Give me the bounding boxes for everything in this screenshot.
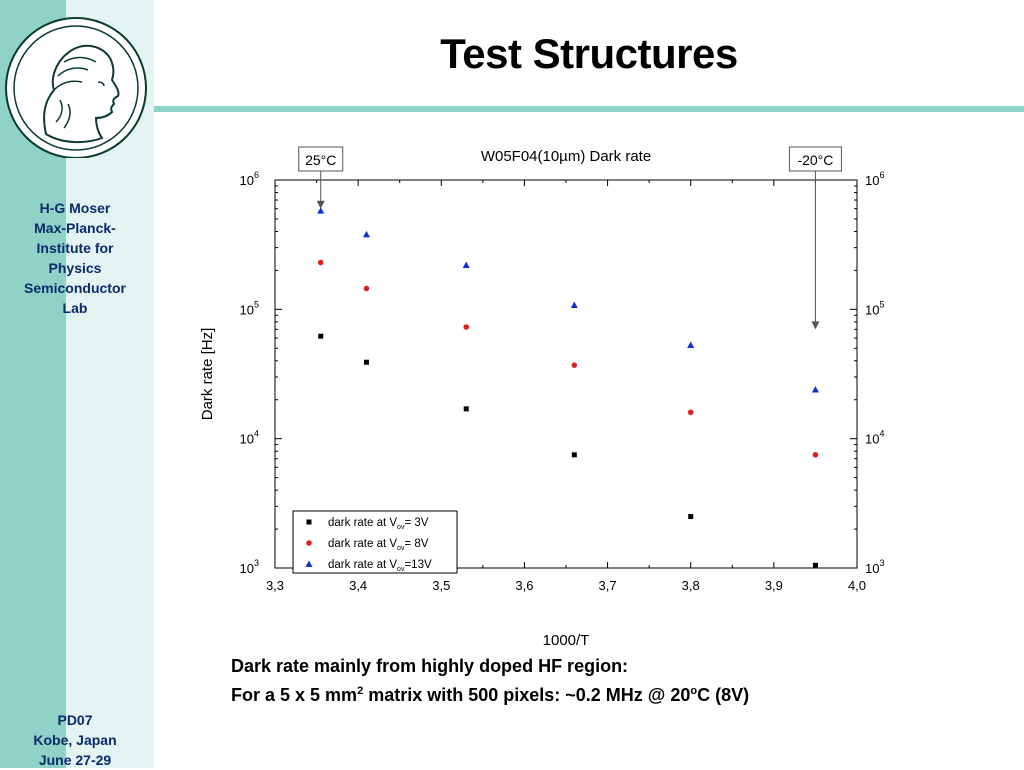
caption-superscript: 2 — [357, 685, 364, 697]
sidebar-line: Physics — [48, 260, 102, 276]
x-tick-label: 3,9 — [765, 578, 783, 593]
data-point-triangle — [462, 261, 470, 269]
data-point-square — [463, 406, 469, 412]
x-tick-label: 4,0 — [848, 578, 866, 593]
sidebar-line: Kobe, Japan — [33, 732, 117, 748]
y-tick-label: 104 — [240, 429, 259, 447]
x-tick-label: 3,6 — [515, 578, 533, 593]
x-tick-label: 3,4 — [349, 578, 367, 593]
data-point-triangle — [570, 301, 578, 309]
legend-marker — [305, 560, 313, 567]
data-point-square — [571, 452, 577, 458]
sidebar-line: Lab — [62, 300, 88, 316]
data-point-square — [688, 514, 694, 520]
caption-line-1: Dark rate mainly from highly doped HF re… — [231, 656, 629, 676]
x-tick-label: 3,7 — [599, 578, 617, 593]
temperature-label: -20°C — [797, 152, 833, 168]
sidebar-line: H-G Moser — [39, 200, 111, 216]
sidebar-line: Max-Planck- — [34, 220, 116, 236]
legend-label: dark rate at Vov= 8V — [328, 538, 429, 552]
legend-box — [292, 510, 458, 574]
y-tick-label-right: 103 — [865, 558, 884, 576]
y-tick-label-right: 106 — [865, 170, 884, 188]
data-point-triangle — [811, 385, 819, 393]
data-point-triangle — [687, 341, 695, 348]
caption-text: C (8V) — [697, 685, 750, 705]
title-divider — [154, 106, 1024, 112]
minerva-head-icon — [5, 17, 147, 158]
y-tick-label: 106 — [240, 170, 259, 188]
y-tick-label: 103 — [240, 558, 259, 576]
data-point-circle — [812, 452, 819, 458]
legend-label: dark rate at Vov= 3V — [328, 517, 429, 531]
data-point-triangle — [317, 207, 325, 214]
sidebar-line: Institute for — [36, 240, 114, 256]
sidebar-event-block: PD07 Kobe, Japan June 27-29 — [0, 710, 150, 770]
annotation-arrowhead — [811, 321, 820, 330]
data-point-circle — [571, 362, 578, 368]
legend-marker — [306, 540, 312, 546]
temperature-box — [788, 146, 842, 172]
dark-rate-chart: W05F04(10µm) Dark rate 1000/T Dark rate [H… — [199, 146, 884, 649]
caption-line-2: For a 5 x 5 mm2 matrix with 500 pixels: … — [231, 685, 749, 706]
sidebar-line: Semiconductor — [24, 280, 126, 296]
caption-text: matrix with 500 pixels: ~0.2 MHz @ 20 — [363, 685, 691, 705]
sidebar-line: PD07 — [57, 712, 93, 728]
sidebar-author-block: H-G Moser Max-Planck- Institute for Phys… — [0, 198, 150, 318]
data-point-circle — [363, 285, 370, 292]
slide-title: Test Structures — [440, 30, 738, 77]
y-axis-label: Dark rate [Hz] — [199, 328, 216, 421]
y-tick-label-right: 104 — [865, 429, 884, 447]
chart-title: W05F04(10µm) Dark rate — [481, 148, 651, 165]
sidebar-line: June 27-29 — [38, 752, 112, 768]
x-tick-label: 3,3 — [266, 578, 284, 593]
data-point-square — [363, 359, 369, 365]
x-tick-label: 3,8 — [682, 578, 700, 593]
data-point-square — [812, 562, 818, 568]
temperature-label: 25°C — [305, 152, 336, 168]
legend-marker — [306, 519, 312, 525]
caption-text: For a 5 x 5 mm — [231, 685, 358, 705]
x-axis-label: 1000/T — [543, 632, 590, 649]
annotation-arrowhead — [316, 200, 325, 209]
y-tick-label: 105 — [240, 299, 259, 317]
plot-frame — [274, 179, 858, 569]
y-tick-label-right: 105 — [865, 299, 884, 317]
data-point-square — [318, 333, 324, 339]
x-tick-label: 3,5 — [432, 578, 450, 593]
data-point-circle — [463, 324, 470, 330]
legend-label: dark rate at Vov=13V — [328, 559, 432, 573]
caption-superscript: o — [690, 685, 698, 697]
data-point-triangle — [362, 230, 370, 238]
temperature-box — [298, 146, 344, 172]
data-point-circle — [317, 259, 324, 266]
data-point-circle — [687, 409, 694, 416]
